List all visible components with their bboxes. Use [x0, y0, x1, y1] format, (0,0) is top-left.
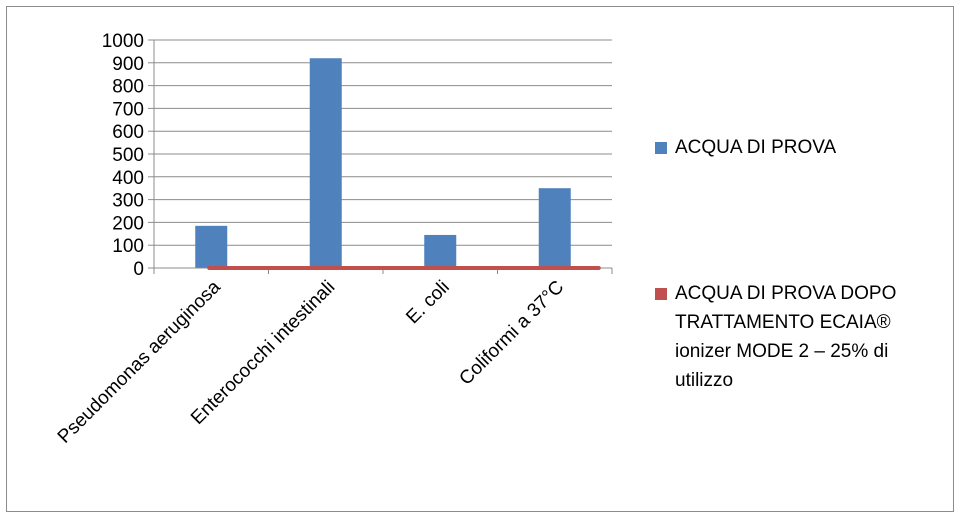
y-tick-label: 0: [133, 259, 144, 280]
legend-label-2-line-3: ionizer MODE 2 – 25% di: [675, 341, 889, 362]
legend-swatch-red: [655, 288, 667, 300]
legend-label-2-line-4: utilizzo: [675, 370, 734, 391]
chart-frame: [6, 6, 954, 512]
y-tick-label: 300: [112, 191, 144, 212]
legend-label-2-line-1: ACQUA DI PROVA DOPO: [675, 283, 897, 304]
x-tick-label: E. coli: [402, 277, 453, 328]
legend-label-1: ACQUA DI PROVA: [675, 137, 837, 158]
y-tick-label: 800: [112, 77, 144, 98]
y-tick-label: 200: [112, 213, 144, 234]
bar: [424, 234, 457, 268]
y-tick-label: 500: [112, 145, 144, 166]
bar-series: [195, 58, 571, 268]
x-tick-label: Coliformi a 37°C: [455, 277, 568, 390]
y-tick-label: 900: [112, 54, 144, 75]
y-tick-label: 1000: [102, 31, 144, 52]
legend-swatch-blue: [655, 142, 667, 154]
bar: [538, 188, 571, 268]
y-tick-label: 600: [112, 122, 144, 143]
bar: [195, 225, 228, 268]
gridlines: [154, 39, 612, 246]
y-tick-label: 700: [112, 99, 144, 120]
legend-label-2: ACQUA DI PROVA DOPO TRATTAMENTO ECAIA® i…: [675, 279, 955, 395]
y-tick-label: 100: [112, 236, 144, 257]
legend-label-2-line-2: TRATTAMENTO ECAIA®: [675, 312, 891, 333]
bar: [309, 58, 342, 268]
y-tick-label: 400: [112, 168, 144, 189]
